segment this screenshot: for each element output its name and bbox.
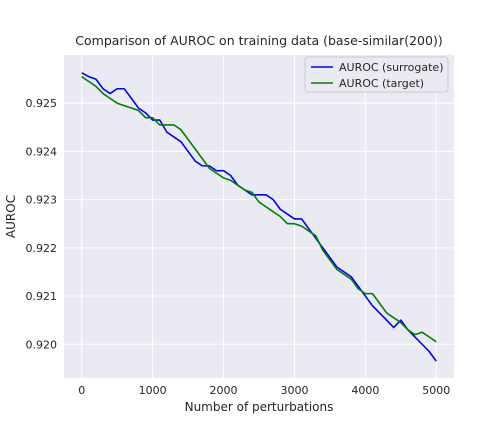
gridlines — [64, 55, 454, 378]
legend: AUROC (surrogate) AUROC (target) — [304, 56, 449, 93]
plot-area-background — [64, 55, 454, 378]
legend-label-1: AUROC (surrogate) — [339, 61, 443, 74]
y-axis-ticks: 0.920 0.921 0.922 0.923 0.924 0.925 — [26, 97, 58, 351]
chart-title: Comparison of AUROC on training data (ba… — [75, 33, 442, 48]
x-tick-label: 0 — [78, 384, 85, 397]
x-tick-label: 4000 — [351, 384, 379, 397]
y-axis-label: AUROC — [4, 195, 18, 238]
x-axis-label: Number of perturbations — [185, 400, 334, 414]
x-tick-label: 1000 — [139, 384, 167, 397]
legend-box — [304, 56, 449, 93]
series-line-1 — [81, 72, 437, 362]
y-tick-label: 0.921 — [26, 290, 58, 303]
x-tick-label: 2000 — [210, 384, 238, 397]
x-axis-ticks: 0 1000 2000 3000 4000 5000 — [78, 384, 450, 397]
y-tick-label: 0.924 — [26, 145, 58, 158]
x-tick-label: 3000 — [280, 384, 308, 397]
y-tick-label: 0.923 — [26, 194, 58, 207]
x-tick-label: 5000 — [422, 384, 450, 397]
y-tick-label: 0.925 — [26, 97, 58, 110]
legend-label-2: AUROC (target) — [339, 77, 424, 90]
y-tick-label: 0.922 — [26, 242, 58, 255]
y-tick-label: 0.920 — [26, 338, 58, 351]
series-line-2 — [81, 76, 437, 343]
series-layer — [81, 72, 437, 362]
